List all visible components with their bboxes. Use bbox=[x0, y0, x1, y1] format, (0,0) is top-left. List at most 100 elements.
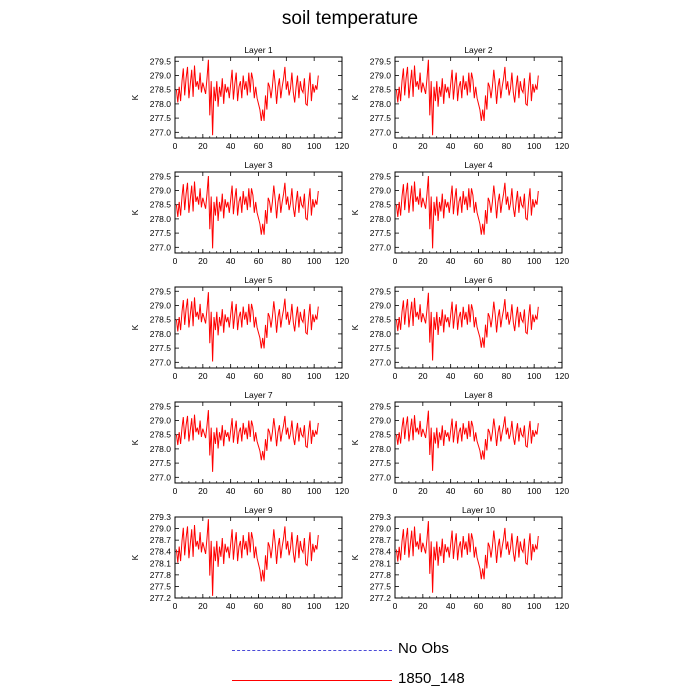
panel-7-xtick-label: 20 bbox=[198, 486, 208, 496]
panel-3-xtick-label: 60 bbox=[254, 256, 264, 266]
panel-1-frame bbox=[174, 56, 343, 139]
panel-6-ytick-label: 277.0 bbox=[370, 357, 392, 367]
panel-8-title: Layer 8 bbox=[464, 390, 493, 400]
panel-1-ytick-label: 278.5 bbox=[150, 85, 172, 95]
panel-10-xtick-label: 60 bbox=[474, 601, 484, 611]
panel-9-ytick-label: 278.4 bbox=[150, 547, 172, 557]
panel-1-xtick-label: 20 bbox=[198, 141, 208, 151]
panel-2-ytick-label: 277.5 bbox=[370, 113, 392, 123]
panel-6-xtick-label: 120 bbox=[555, 371, 569, 381]
panel-3-title: Layer 3 bbox=[244, 160, 273, 170]
panel-1-title: Layer 1 bbox=[244, 45, 273, 55]
panel-1-ytick-label: 279.0 bbox=[150, 70, 172, 80]
panel-2-xtick-label: 100 bbox=[527, 141, 541, 151]
panel-1-ytick-label: 277.5 bbox=[150, 113, 172, 123]
panel-7-xtick-label: 40 bbox=[226, 486, 236, 496]
panel-1-ytick-label: 277.0 bbox=[150, 127, 172, 137]
panel-2-frame bbox=[394, 56, 563, 139]
panel-10-ytick-label: 279.0 bbox=[370, 524, 392, 534]
panel-1-xtick-label: 100 bbox=[307, 141, 321, 151]
panel-8-xtick-label: 100 bbox=[527, 486, 541, 496]
panel-3-ytick-label: 278.5 bbox=[150, 200, 172, 210]
panel-4-xtick-label: 0 bbox=[393, 256, 398, 266]
panel-4-title: Layer 4 bbox=[464, 160, 493, 170]
panel-9-xtick-label: 40 bbox=[226, 601, 236, 611]
panel-10-ytick-label: 279.3 bbox=[370, 512, 392, 522]
panel-3-xtick-label: 100 bbox=[307, 256, 321, 266]
panel-4-frame bbox=[394, 171, 563, 254]
panel-4-xtick-label: 120 bbox=[555, 256, 569, 266]
panel-5-ytick-label: 278.5 bbox=[150, 315, 172, 325]
panel-10-series-line bbox=[395, 521, 539, 593]
panel-9-ytick-label: 278.7 bbox=[150, 535, 172, 545]
panel-10-ytick-label: 277.8 bbox=[370, 570, 392, 580]
panel-6-xtick-label: 0 bbox=[393, 371, 398, 381]
panel-1-xtick-label: 60 bbox=[254, 141, 264, 151]
panel-7-xtick-label: 80 bbox=[282, 486, 292, 496]
panel-1-xtick-label: 0 bbox=[173, 141, 178, 151]
panel-3-ylabel: K bbox=[130, 209, 140, 215]
panel-3-ytick-label: 278.0 bbox=[150, 214, 172, 224]
panel-7-ytick-label: 279.0 bbox=[150, 415, 172, 425]
panel-10-ytick-label: 278.7 bbox=[370, 535, 392, 545]
panel-6-xtick-label: 40 bbox=[446, 371, 456, 381]
panel-7-series-line bbox=[175, 410, 319, 472]
panel-4-series-line bbox=[395, 175, 539, 249]
panel-8-frame bbox=[394, 401, 563, 484]
panel-3-ytick-label: 279.0 bbox=[150, 185, 172, 195]
panel-5-xtick-label: 100 bbox=[307, 371, 321, 381]
panel-2-title: Layer 2 bbox=[464, 45, 493, 55]
panel-1-ytick-label: 278.0 bbox=[150, 99, 172, 109]
panel-8-xtick-label: 60 bbox=[474, 486, 484, 496]
panel-9-title: Layer 9 bbox=[244, 505, 273, 515]
panel-9-ylabel: K bbox=[130, 554, 140, 560]
panel-6-xtick-label: 20 bbox=[418, 371, 428, 381]
panel-1-series-line bbox=[175, 59, 319, 136]
panel-9-ytick-label: 277.8 bbox=[150, 570, 172, 580]
panel-5-frame bbox=[174, 286, 343, 369]
panel-9-ytick-label: 279.0 bbox=[150, 524, 172, 534]
panel-5-xtick-label: 80 bbox=[282, 371, 292, 381]
panel-6-ytick-label: 277.5 bbox=[370, 343, 392, 353]
panel-7-ytick-label: 278.0 bbox=[150, 444, 172, 454]
panel-9-xtick-label: 0 bbox=[173, 601, 178, 611]
panel-3-xtick-label: 0 bbox=[173, 256, 178, 266]
panel-8-ytick-label: 279.5 bbox=[370, 401, 392, 411]
panel-9-ytick-label: 279.3 bbox=[150, 512, 172, 522]
panel-2-xtick-label: 120 bbox=[555, 141, 569, 151]
panel-5-xtick-label: 0 bbox=[173, 371, 178, 381]
panel-6-ytick-label: 278.0 bbox=[370, 329, 392, 339]
panel-2-ytick-label: 279.5 bbox=[370, 56, 392, 66]
panel-3-xtick-label: 40 bbox=[226, 256, 236, 266]
panel-10-ytick-label: 278.4 bbox=[370, 547, 392, 557]
panel-6-xtick-label: 80 bbox=[502, 371, 512, 381]
panel-5-ytick-label: 277.0 bbox=[150, 357, 172, 367]
panel-3-xtick-label: 80 bbox=[282, 256, 292, 266]
panel-7-ytick-label: 278.5 bbox=[150, 430, 172, 440]
panel-5-xtick-label: 40 bbox=[226, 371, 236, 381]
panel-2-ytick-label: 279.0 bbox=[370, 70, 392, 80]
panel-2-ytick-label: 278.5 bbox=[370, 85, 392, 95]
panel-9-xtick-label: 80 bbox=[282, 601, 292, 611]
panel-10-xtick-label: 100 bbox=[527, 601, 541, 611]
panel-10-xtick-label: 40 bbox=[446, 601, 456, 611]
panel-4-ytick-label: 277.0 bbox=[370, 242, 392, 252]
panel-5-xtick-label: 120 bbox=[335, 371, 349, 381]
panel-7-ytick-label: 277.5 bbox=[150, 458, 172, 468]
panel-7-ytick-label: 279.5 bbox=[150, 401, 172, 411]
panel-4-xtick-label: 40 bbox=[446, 256, 456, 266]
panel-1-ytick-label: 279.5 bbox=[150, 56, 172, 66]
panel-4-xtick-label: 20 bbox=[418, 256, 428, 266]
panel-5-series-line bbox=[175, 292, 319, 362]
panel-6-frame bbox=[394, 286, 563, 369]
panel-8-xtick-label: 80 bbox=[502, 486, 512, 496]
panel-5-ytick-label: 278.0 bbox=[150, 329, 172, 339]
panel-1-ylabel: K bbox=[130, 94, 140, 100]
panel-9-xtick-label: 20 bbox=[198, 601, 208, 611]
panel-3-xtick-label: 120 bbox=[335, 256, 349, 266]
panel-7-xtick-label: 0 bbox=[173, 486, 178, 496]
panel-8-xtick-label: 20 bbox=[418, 486, 428, 496]
panel-7-frame bbox=[174, 401, 343, 484]
panel-3-frame bbox=[174, 171, 343, 254]
panel-10-xtick-label: 20 bbox=[418, 601, 428, 611]
